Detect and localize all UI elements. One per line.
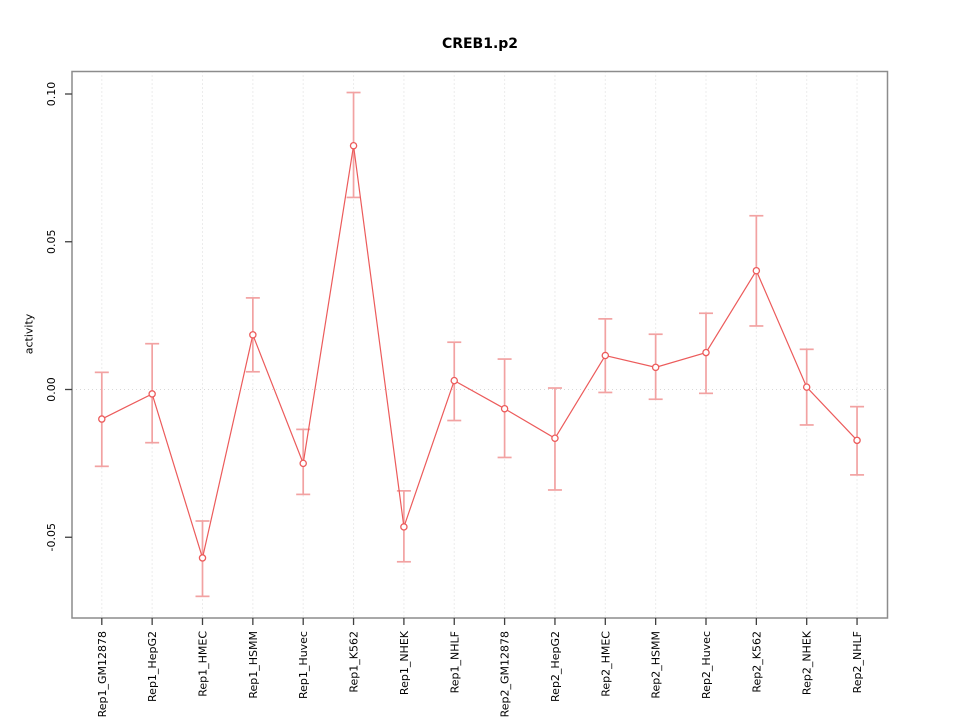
data-point [98, 415, 106, 423]
y-tick-label: 0.10 [45, 82, 58, 107]
plot-box [71, 70, 889, 619]
data-point [551, 434, 559, 443]
x-tick-label: Rep2_HSMM [650, 631, 663, 699]
data-point [802, 383, 811, 391]
data-point [752, 266, 761, 275]
data-point [500, 404, 509, 413]
series-line [101, 145, 858, 561]
x-tick-label: Rep1_HMEC [197, 631, 210, 697]
x-tick-label: Rep1_GM12878 [96, 631, 109, 717]
data-point [450, 376, 458, 385]
data-point [148, 390, 156, 398]
data-point [853, 436, 861, 445]
x-tick-label: Rep2_HMEC [599, 631, 612, 697]
y-tick-label: 0.05 [45, 230, 58, 255]
x-tick-label: Rep1_NHEK [398, 630, 411, 695]
y-tick-label: 0.00 [45, 377, 58, 402]
x-tick-label: Rep1_HepG2 [146, 631, 159, 702]
x-tick-label: Rep2_HepG2 [549, 631, 562, 702]
x-tick-label: Rep1_K562 [348, 631, 361, 693]
data-point [299, 459, 307, 468]
data-point [601, 351, 610, 360]
x-tick-label: Rep1_Huvec [297, 631, 310, 699]
chart-title: CREB1.p2 [441, 36, 519, 52]
x-tick-label: Rep2_K562 [750, 631, 763, 693]
x-tick-label: Rep2_NHLF [851, 631, 864, 693]
x-tick-label: Rep2_Huvec [700, 631, 713, 699]
x-tick-label: Rep1_NHLF [448, 631, 461, 693]
x-tick-label: Rep1_HSMM [247, 631, 260, 699]
x-tick-label: Rep2_GM12878 [499, 631, 512, 717]
data-point [651, 363, 660, 372]
data-point [349, 141, 358, 150]
y-tick-label: -0.05 [45, 523, 58, 551]
data-point [702, 348, 710, 357]
x-tick-label: Rep2_NHEK [801, 630, 814, 695]
data-point [249, 331, 257, 339]
data-point [198, 554, 207, 562]
data-point [400, 523, 408, 531]
